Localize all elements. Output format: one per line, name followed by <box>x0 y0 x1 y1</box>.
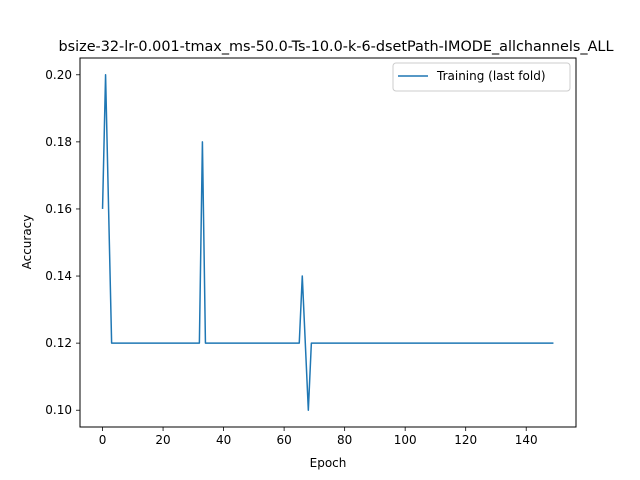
x-tick-label: 140 <box>515 433 538 447</box>
y-tick-label: 0.14 <box>45 269 72 283</box>
legend-label-training: Training (last fold) <box>436 69 546 83</box>
legend-box <box>392 62 571 92</box>
y-tick-label: 0.20 <box>45 68 72 82</box>
series-layer <box>101 74 554 411</box>
x-tick-label: 80 <box>337 433 352 447</box>
chart-title: bsize-32-lr-0.001-tmax_ms-50.0-Ts-10.0-k… <box>59 39 614 55</box>
axes-frame <box>79 57 577 428</box>
series-line-training-0 <box>101 74 554 411</box>
x-axis-ticks: 0 20 40 60 80 100 120 140 <box>99 427 538 447</box>
y-tick-label: 0.16 <box>45 202 72 216</box>
y-axis-label: Accuracy <box>20 215 34 270</box>
y-axis-ticks: 0.10 0.12 0.14 0.16 0.18 0.20 <box>45 68 80 417</box>
x-tick-label: 0 <box>99 433 107 447</box>
x-tick-label: 20 <box>155 433 170 447</box>
x-axis-label: Epoch <box>310 456 347 470</box>
y-tick-label: 0.12 <box>45 336 72 350</box>
y-tick-label: 0.18 <box>45 135 72 149</box>
x-tick-label: 40 <box>216 433 231 447</box>
plot-area <box>79 57 577 428</box>
x-tick-label: 100 <box>394 433 417 447</box>
legend: Training (last fold) <box>392 62 571 92</box>
y-tick-label: 0.10 <box>45 403 72 417</box>
x-tick-label: 60 <box>276 433 291 447</box>
x-tick-label: 120 <box>454 433 477 447</box>
